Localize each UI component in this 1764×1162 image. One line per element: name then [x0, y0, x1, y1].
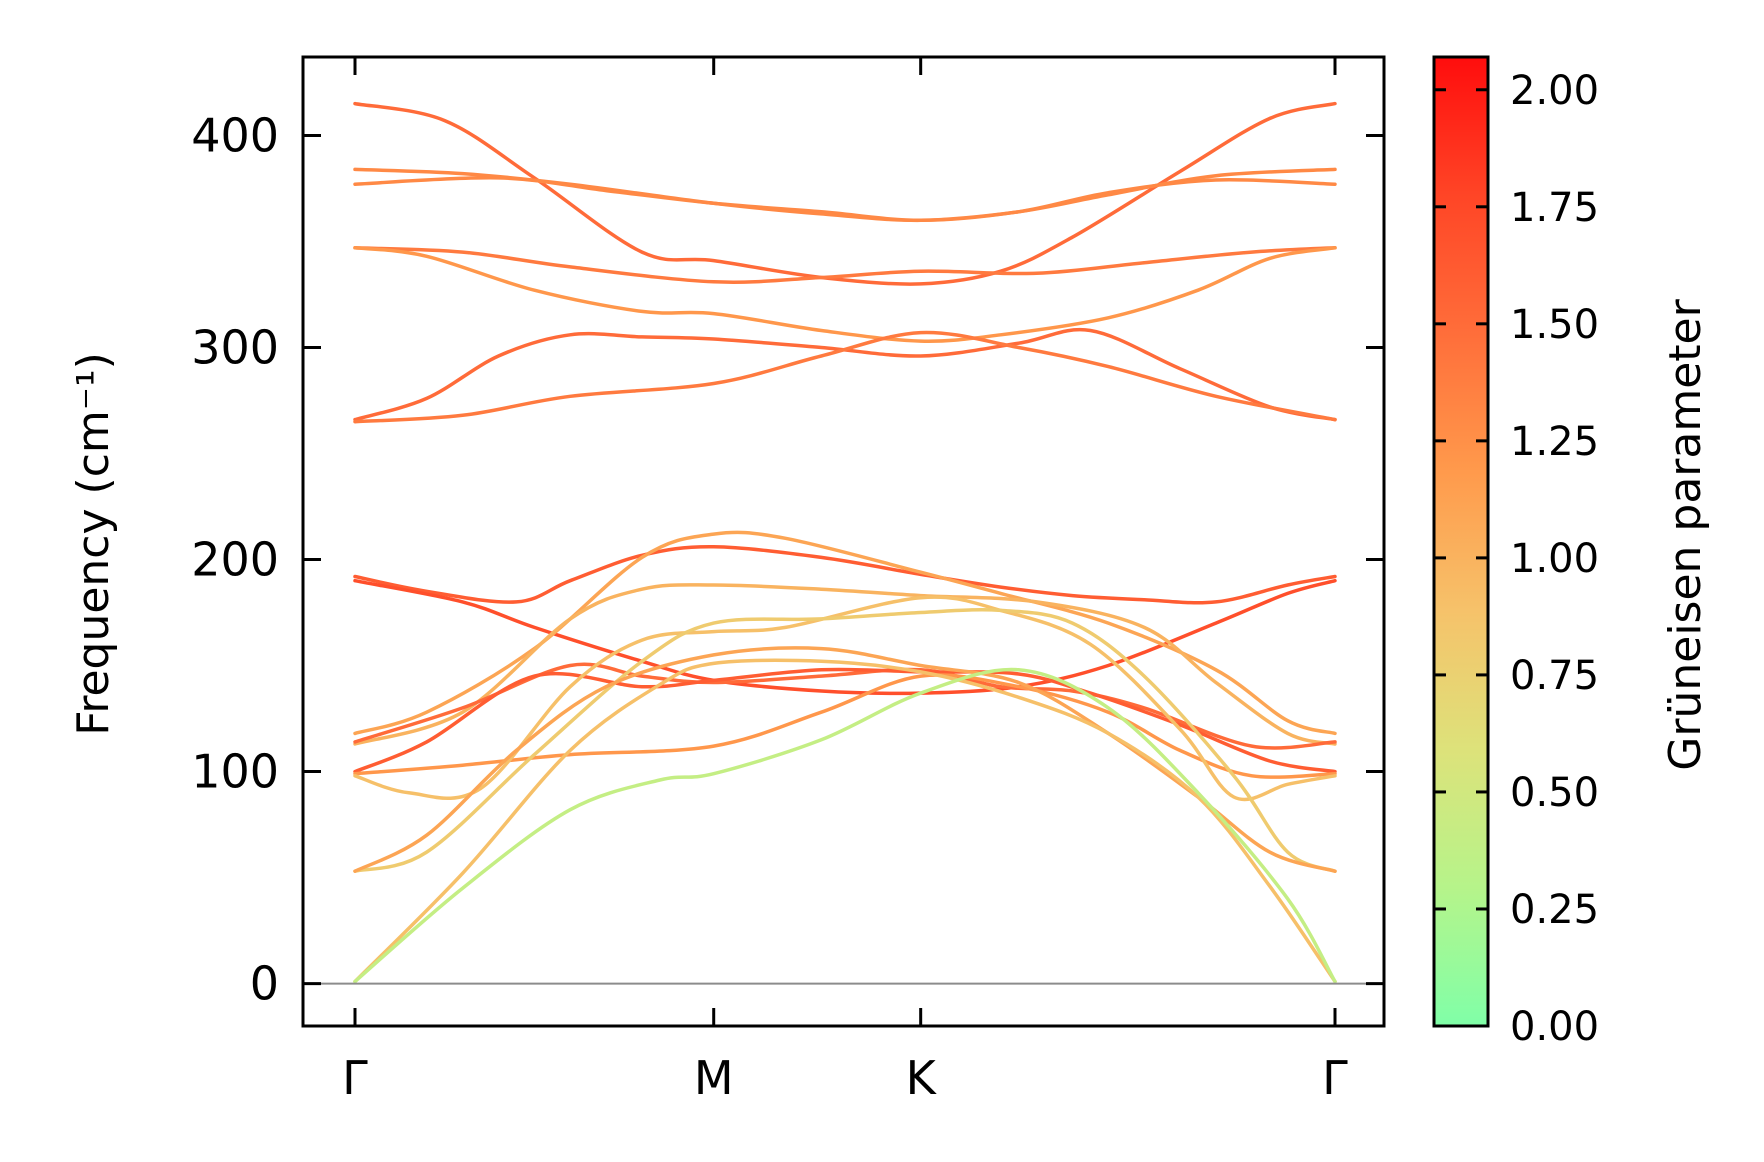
band-line-18 — [353, 658, 1337, 984]
band-lines — [353, 101, 1337, 984]
y-tick-label: 0 — [250, 957, 279, 1011]
band-line-6 — [353, 327, 1337, 422]
band-line-19 — [353, 667, 1337, 984]
colorbar-tick-label: 1.75 — [1510, 185, 1599, 231]
band-line-5 — [353, 246, 1337, 343]
colorbar-tick-label: 2.00 — [1510, 68, 1599, 114]
x-tick-label: Γ — [342, 1051, 368, 1105]
y-axis-title: Frequency (cm⁻¹) — [68, 352, 119, 736]
band-line-10 — [353, 530, 1337, 736]
y-tick-label: 300 — [191, 320, 279, 374]
band-line-11 — [353, 583, 1337, 746]
x-tick-label: K — [906, 1051, 938, 1105]
colorbar-ticks: 0.00 0.25 0.50 0.75 1.00 1.25 1.50 1.75 2.00 — [1434, 68, 1599, 1050]
colorbar-tick-label: 0.75 — [1510, 653, 1599, 699]
band-line-7 — [353, 330, 1337, 424]
colorbar-tick-label: 1.00 — [1510, 536, 1599, 582]
band-line-8 — [353, 545, 1337, 605]
colorbar-tick-label: 1.25 — [1510, 419, 1599, 465]
y-axis: 0 100 200 300 400 — [191, 108, 1384, 1011]
band-line-3 — [353, 176, 1337, 223]
band-line-1 — [353, 101, 1337, 286]
band-line-16 — [353, 608, 1337, 873]
colorbar-tick-label: 0.00 — [1510, 1004, 1599, 1050]
x-tick-label: M — [694, 1051, 734, 1105]
colorbar-tick-label: 1.50 — [1510, 302, 1599, 348]
colorbar-tick-label: 0.50 — [1510, 770, 1599, 816]
plot-frame — [301, 55, 1386, 1028]
x-tick-label: Γ — [1322, 1051, 1348, 1105]
band-line-9 — [353, 578, 1337, 696]
y-tick-label: 400 — [191, 108, 279, 162]
band-line-15 — [353, 595, 1337, 802]
colorbar-title: Grüneisen parameter — [1660, 298, 1711, 770]
y-tick-label: 100 — [191, 745, 279, 799]
band-line-12 — [353, 662, 1337, 750]
colorbar — [1432, 55, 1490, 1028]
colorbar-tick-label: 0.25 — [1510, 887, 1599, 933]
band-line-4 — [353, 246, 1337, 284]
band-line-13 — [353, 667, 1337, 774]
y-tick-label: 200 — [191, 533, 279, 587]
